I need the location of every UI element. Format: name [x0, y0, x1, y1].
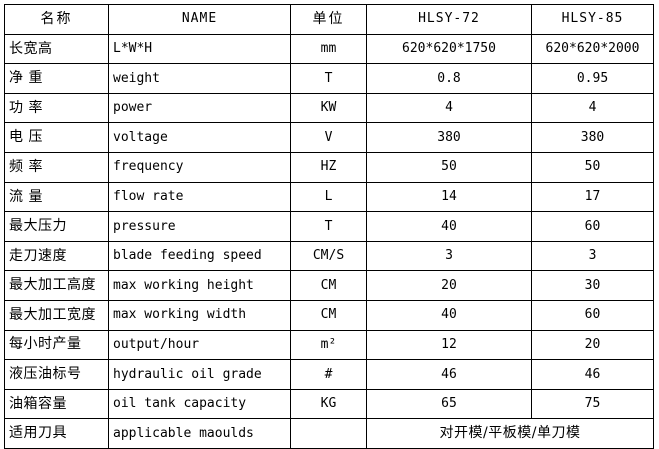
cell-value-model-1: 50 — [366, 151, 532, 183]
cell-name-cn: 频 率 — [4, 151, 109, 183]
table-row: 液压油标号 hydraulic oil grade #46 46 — [4, 359, 654, 390]
cell-name-en: power — [108, 92, 291, 124]
table-row: 最大加工高度 max working height CM 20 30 — [4, 270, 654, 301]
table-row: 最大加工宽度 max working width CM 40 60 — [4, 299, 654, 331]
column-header-name-en: NAME — [108, 4, 291, 35]
specification-table-container: 名称 NAME 单位 HLSY-72 HLSY-85 长宽高 L*W*H mm 620*620*… — [4, 4, 654, 449]
cell-name-cn: 走刀速度 — [4, 240, 109, 272]
cell-value-model-2: 4 — [531, 92, 654, 124]
cell-name-en: L*W*H — [108, 33, 291, 65]
cell-name-cn: 最大加工高度 — [4, 270, 109, 301]
cell-value-model-2: 20 — [531, 329, 654, 361]
cell-value-model-1: 620*620*1750 — [366, 33, 532, 65]
cell-unit: m² — [290, 329, 367, 361]
cell-name-en: applicable maoulds — [108, 418, 291, 449]
cell-unit: L — [290, 181, 367, 213]
cell-unit: KG — [290, 388, 367, 420]
cell-name-cn: 最大加工宽度 — [4, 299, 109, 331]
cell-value-model-2: 0.95 — [531, 63, 654, 94]
cell-value-model-2: 60 — [531, 211, 654, 242]
cell-name-en: blade feeding speed — [108, 240, 291, 272]
cell-name-en: voltage — [108, 122, 291, 153]
table-row: 电 压 voltage V 380 380 — [4, 122, 654, 153]
cell-value-model-1: 4 — [366, 92, 532, 124]
cell-value-model-2: 380 — [531, 122, 654, 153]
cell-name-cn: 长宽高 — [4, 33, 109, 65]
cell-name-cn: 每小时产量 — [4, 329, 109, 361]
cell-unit: V — [290, 122, 367, 153]
cell-name-en: frequency — [108, 151, 291, 183]
cell-value-model-2: 46 — [531, 359, 654, 390]
cell-value-model-2: 50 — [531, 151, 654, 183]
cell-value-model-1: 40 — [366, 299, 532, 331]
table-row: 每小时产量 output/hour m² 12 20 — [4, 329, 654, 361]
cell-value-model-2: 620*620*2000 — [531, 33, 654, 65]
cell-name-en: max working height — [108, 270, 291, 301]
table-row: 长宽高 L*W*H mm 620*620*1750 620*620*2000 — [4, 33, 654, 65]
cell-value-model-1: 46 — [366, 359, 532, 390]
table-row: 最大压力 pressure T 40 60 — [4, 211, 654, 242]
cell-name-cn: 净 重 — [4, 63, 109, 94]
cell-name-en: weight — [108, 63, 291, 94]
cell-value-model-2: 17 — [531, 181, 654, 213]
cell-value-model-2: 3 — [531, 240, 654, 272]
cell-unit — [290, 418, 367, 449]
cell-name-en: max working width — [108, 299, 291, 331]
specification-table: 名称 NAME 单位 HLSY-72 HLSY-85 长宽高 L*W*H mm 620*620*… — [4, 4, 654, 449]
cell-name-cn: 油箱容量 — [4, 388, 109, 420]
cell-name-cn: 液压油标号 — [4, 359, 109, 390]
cell-name-en: output/hour — [108, 329, 291, 361]
table-row: 适用刀具 applicable maoulds 对开模/平板模/单刀模 — [4, 418, 654, 449]
table-row: 流 量 flow rate L 14 17 — [4, 181, 654, 213]
cell-name-cn: 最大压力 — [4, 211, 109, 242]
table-row: 频 率 frequency HZ 50 50 — [4, 151, 654, 183]
cell-value-model-2: 60 — [531, 299, 654, 331]
cell-unit: # — [290, 359, 367, 390]
column-header-unit: 单位 — [290, 4, 367, 35]
cell-unit: mm — [290, 33, 367, 65]
cell-name-en: flow rate — [108, 181, 291, 213]
cell-name-en: hydraulic oil grade — [108, 359, 291, 390]
table-row: 油箱容量 oil tank capacity KG 65 75 — [4, 388, 654, 420]
column-header-model-2: HLSY-85 — [531, 4, 654, 35]
cell-name-cn: 适用刀具 — [4, 418, 109, 449]
cell-value-model-1: 3 — [366, 240, 532, 272]
cell-unit: CM — [290, 299, 367, 331]
table-row: 净 重 weight T 0.8 0.95 — [4, 63, 654, 94]
cell-name-en: pressure — [108, 211, 291, 242]
cell-name-cn: 功 率 — [4, 92, 109, 124]
cell-unit: CM/S — [290, 240, 367, 272]
cell-name-en: oil tank capacity — [108, 388, 291, 420]
cell-value-model-2: 75 — [531, 388, 654, 420]
cell-value-model-1: 40 — [366, 211, 532, 242]
table-header-row: 名称 NAME 单位 HLSY-72 HLSY-85 — [4, 4, 654, 35]
cell-name-cn: 电 压 — [4, 122, 109, 153]
table-row: 走刀速度 blade feeding speed CM/S 3 3 — [4, 240, 654, 272]
cell-value-model-1: 12 — [366, 329, 532, 361]
cell-value-model-1: 20 — [366, 270, 532, 301]
table-row: 功 率 power KW 4 4 — [4, 92, 654, 124]
column-header-name-cn: 名称 — [4, 4, 109, 35]
cell-unit: T — [290, 211, 367, 242]
cell-unit: HZ — [290, 151, 367, 183]
cell-value-model-1: 0.8 — [366, 63, 532, 94]
cell-value-model-1: 14 — [366, 181, 532, 213]
cell-unit: T — [290, 63, 367, 94]
cell-unit: KW — [290, 92, 367, 124]
column-header-model-1: HLSY-72 — [366, 4, 532, 35]
cell-value-model-1: 65 — [366, 388, 532, 420]
cell-value-model-1: 380 — [366, 122, 532, 153]
cell-unit: CM — [290, 270, 367, 301]
cell-name-cn: 流 量 — [4, 181, 109, 213]
cell-merged-value: 对开模/平板模/单刀模 — [366, 418, 654, 449]
cell-value-model-2: 30 — [531, 270, 654, 301]
